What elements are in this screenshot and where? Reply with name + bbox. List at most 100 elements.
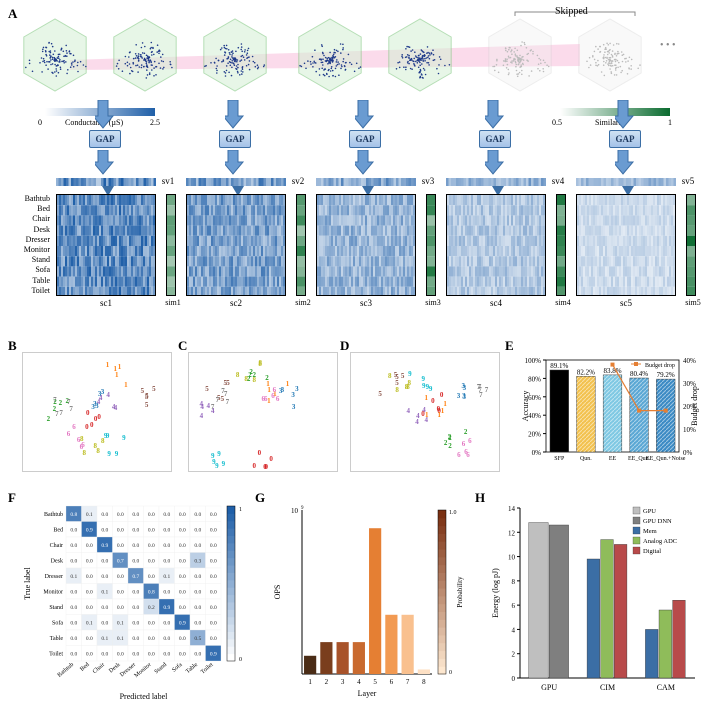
- panel-label-c: C: [178, 338, 187, 354]
- svg-text:Layer: Layer: [358, 689, 377, 698]
- scatter-pt: 8: [395, 386, 399, 394]
- scatter-pt: 1: [286, 380, 290, 388]
- svg-text:0.0: 0.0: [148, 512, 155, 518]
- svg-text:Bathtub: Bathtub: [44, 512, 63, 518]
- svg-text:Probability: Probability: [456, 576, 464, 608]
- svg-text:0.0: 0.0: [179, 558, 186, 564]
- scatter-pt: 9: [104, 432, 108, 440]
- scatter-pt: 5: [145, 392, 149, 400]
- scatter-pt: 5: [394, 371, 398, 379]
- sv-label: sv3: [416, 176, 440, 186]
- svg-text:0.0: 0.0: [70, 605, 77, 611]
- svg-text:EE_Qun.+Noise: EE_Qun.+Noise: [646, 456, 686, 462]
- scatter-pt: 7: [226, 398, 230, 406]
- svg-text:0.0: 0.0: [163, 527, 170, 533]
- scatter-pt: 5: [224, 379, 228, 387]
- svg-text:0.0: 0.0: [179, 543, 186, 549]
- svg-text:0.0: 0.0: [179, 651, 186, 657]
- scatter-pt: 1: [124, 381, 128, 389]
- svg-text:0.0: 0.0: [163, 558, 170, 564]
- svg-text:0.0: 0.0: [210, 512, 217, 518]
- scatter-pt: 3: [295, 385, 299, 393]
- svg-text:0.0: 0.0: [148, 636, 155, 642]
- svg-text:Monitor: Monitor: [43, 589, 63, 595]
- scatter-pt: 2: [464, 428, 468, 436]
- scatter-pt: 0: [86, 409, 90, 417]
- sv-strip: [56, 178, 156, 186]
- scatter-pt: 2: [59, 399, 63, 407]
- sc-heatmap: [576, 194, 676, 296]
- sv-strip: [316, 178, 416, 186]
- svg-text:0.9: 0.9: [101, 543, 108, 549]
- sim-column: [426, 194, 436, 296]
- svg-text:0.0: 0.0: [101, 620, 108, 626]
- svg-text:0.0: 0.0: [86, 543, 93, 549]
- svg-text:0.0: 0.0: [163, 512, 170, 518]
- svg-text:Toilet: Toilet: [49, 651, 63, 657]
- svg-text:Energy (log pJ): Energy (log pJ): [491, 568, 500, 618]
- scatter-pt: 7: [59, 409, 63, 417]
- svg-text:0: 0: [239, 657, 242, 663]
- scatter-pt: 1: [438, 411, 442, 419]
- svg-text:0.0: 0.0: [70, 543, 77, 549]
- svg-text:CIM: CIM: [600, 683, 615, 692]
- svg-text:0.0: 0.0: [117, 543, 124, 549]
- scatter-pt: 7: [55, 410, 59, 418]
- scatter-pt: 7: [211, 403, 215, 411]
- heatmap-row-labels: BathtubBedChairDeskDresserMonitorStandSo…: [0, 194, 50, 296]
- svg-text:Dresser: Dresser: [45, 574, 63, 580]
- scatter-pt: 7: [478, 386, 482, 394]
- sv-label: sv4: [546, 176, 570, 186]
- svg-text:0.0: 0.0: [210, 543, 217, 549]
- scatter-pt: 4: [200, 412, 204, 420]
- scatter-pt: 9: [408, 370, 412, 378]
- scatter-pt: 1: [106, 361, 110, 369]
- svg-text:0.0: 0.0: [86, 605, 93, 611]
- scatter-pt: 6: [276, 395, 280, 403]
- scatter-pt: 6: [271, 392, 275, 400]
- sim-label: sim5: [680, 298, 706, 307]
- scatter-pt: 4: [112, 403, 116, 411]
- scatter-pt: 0: [85, 423, 89, 431]
- svg-text:6: 6: [390, 678, 394, 686]
- svg-text:0.0: 0.0: [179, 589, 186, 595]
- cond-max: 2.5: [150, 118, 160, 127]
- sc-label: sc2: [186, 298, 286, 308]
- scatter-pt: 9: [122, 434, 126, 442]
- svg-text:9: 9: [301, 506, 304, 511]
- svg-text:0.0: 0.0: [194, 543, 201, 549]
- svg-text:82.2%: 82.2%: [577, 368, 595, 376]
- svg-text:Budget drop: Budget drop: [645, 363, 675, 369]
- svg-text:Predicted label: Predicted label: [120, 692, 169, 701]
- svg-text:4: 4: [357, 678, 361, 686]
- scatter-pt: 6: [67, 430, 71, 438]
- svg-text:0.0: 0.0: [194, 589, 201, 595]
- chart-f: 0.80.10.00.00.00.00.00.00.00.00.00.90.00…: [18, 500, 248, 705]
- svg-text:0.0: 0.0: [101, 527, 108, 533]
- scatter-pt: 6: [264, 395, 268, 403]
- svg-text:0.0: 0.0: [179, 574, 186, 580]
- scatter-pt: 4: [416, 412, 420, 420]
- sim-label: sim1: [160, 298, 186, 307]
- scatter-pt: 1: [115, 371, 119, 379]
- svg-text:0.0: 0.0: [117, 527, 124, 533]
- scatter-pt: 5: [141, 387, 145, 395]
- scatter-pt: 7: [485, 386, 489, 394]
- panel-label-a: A: [8, 6, 17, 22]
- svg-text:79.2%: 79.2%: [657, 371, 675, 379]
- svg-text:0.0: 0.0: [117, 589, 124, 595]
- sv-label: sv2: [286, 176, 310, 186]
- scatter-pt: 9: [107, 450, 111, 458]
- svg-text:Digital: Digital: [643, 548, 661, 555]
- scatter-pt: 5: [401, 372, 405, 380]
- svg-text:10%: 10%: [683, 426, 696, 434]
- svg-text:100%: 100%: [525, 357, 542, 365]
- svg-text:8: 8: [512, 578, 516, 586]
- svg-text:0.0: 0.0: [194, 620, 201, 626]
- svg-text:0.0: 0.0: [70, 651, 77, 657]
- svg-text:0.0: 0.0: [132, 558, 139, 564]
- svg-text:Table: Table: [50, 636, 64, 642]
- sc-heatmap: [56, 194, 156, 296]
- sim-column: [556, 194, 566, 296]
- svg-text:Stand: Stand: [154, 662, 168, 675]
